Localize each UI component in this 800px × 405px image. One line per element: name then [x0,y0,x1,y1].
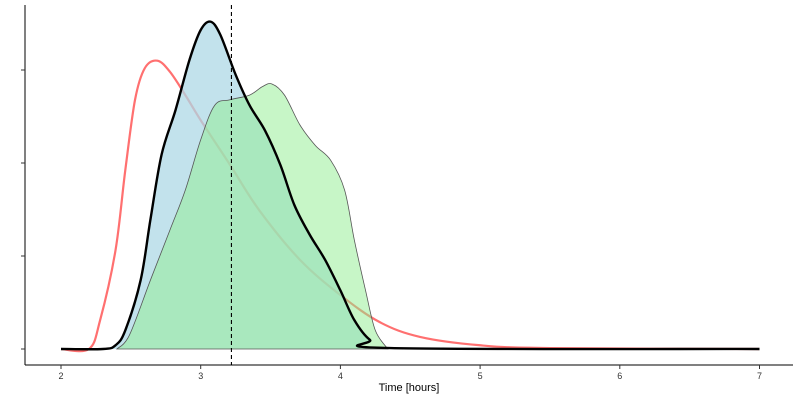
x-tick-label: 6 [617,371,622,381]
series-line-black [60,20,760,351]
x-tick-label: 3 [198,371,203,381]
x-tick-label: 2 [58,371,63,381]
x-tick-label: 4 [338,371,343,381]
series-area-green [115,83,389,350]
x-tick-label: 7 [757,371,762,381]
x-axis-label: Time [hours] [379,382,440,394]
x-tick-label: 5 [478,371,483,381]
